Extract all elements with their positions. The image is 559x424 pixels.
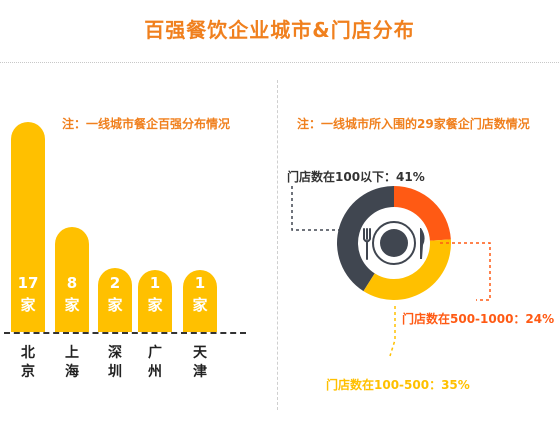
callout-leader-line xyxy=(389,306,396,357)
city-label: 广州 xyxy=(148,345,162,380)
right-chart-note: 注：一线城市所入围的29家餐企门店数情况 xyxy=(297,117,530,131)
bar-深圳 xyxy=(98,267,132,332)
city-label: 天津 xyxy=(193,345,207,380)
city-label: 深圳 xyxy=(108,345,122,380)
donut-slice xyxy=(363,239,451,300)
left-chart-note: 注：一线城市餐企百强分布情况 xyxy=(62,117,231,131)
title-divider xyxy=(0,62,559,63)
donut-callout-label: 门店数在500-1000：24% xyxy=(402,312,555,326)
bar-北京 xyxy=(11,122,45,332)
callout-leader-line xyxy=(440,242,491,301)
city-label: 上海 xyxy=(65,345,79,380)
donut-slice xyxy=(337,186,394,292)
city-label: 北京 xyxy=(21,345,35,380)
donut-callout-label: 门店数在100-500：35% xyxy=(326,378,470,392)
bar-天津 xyxy=(183,270,217,332)
bar-上海 xyxy=(55,227,89,332)
donut-slice xyxy=(394,186,451,241)
page-title: 百强餐饮企业城市&门店分布 xyxy=(144,18,415,42)
bar-baseline xyxy=(4,332,246,334)
callout-leader-line xyxy=(291,186,360,231)
section-divider xyxy=(277,80,278,410)
bar-value-label: 17 家 xyxy=(17,274,39,314)
donut-callout-label: 门店数在100以下：41% xyxy=(287,170,425,184)
plate-cutlery-icon xyxy=(363,221,425,265)
bar-广州 xyxy=(138,270,172,332)
